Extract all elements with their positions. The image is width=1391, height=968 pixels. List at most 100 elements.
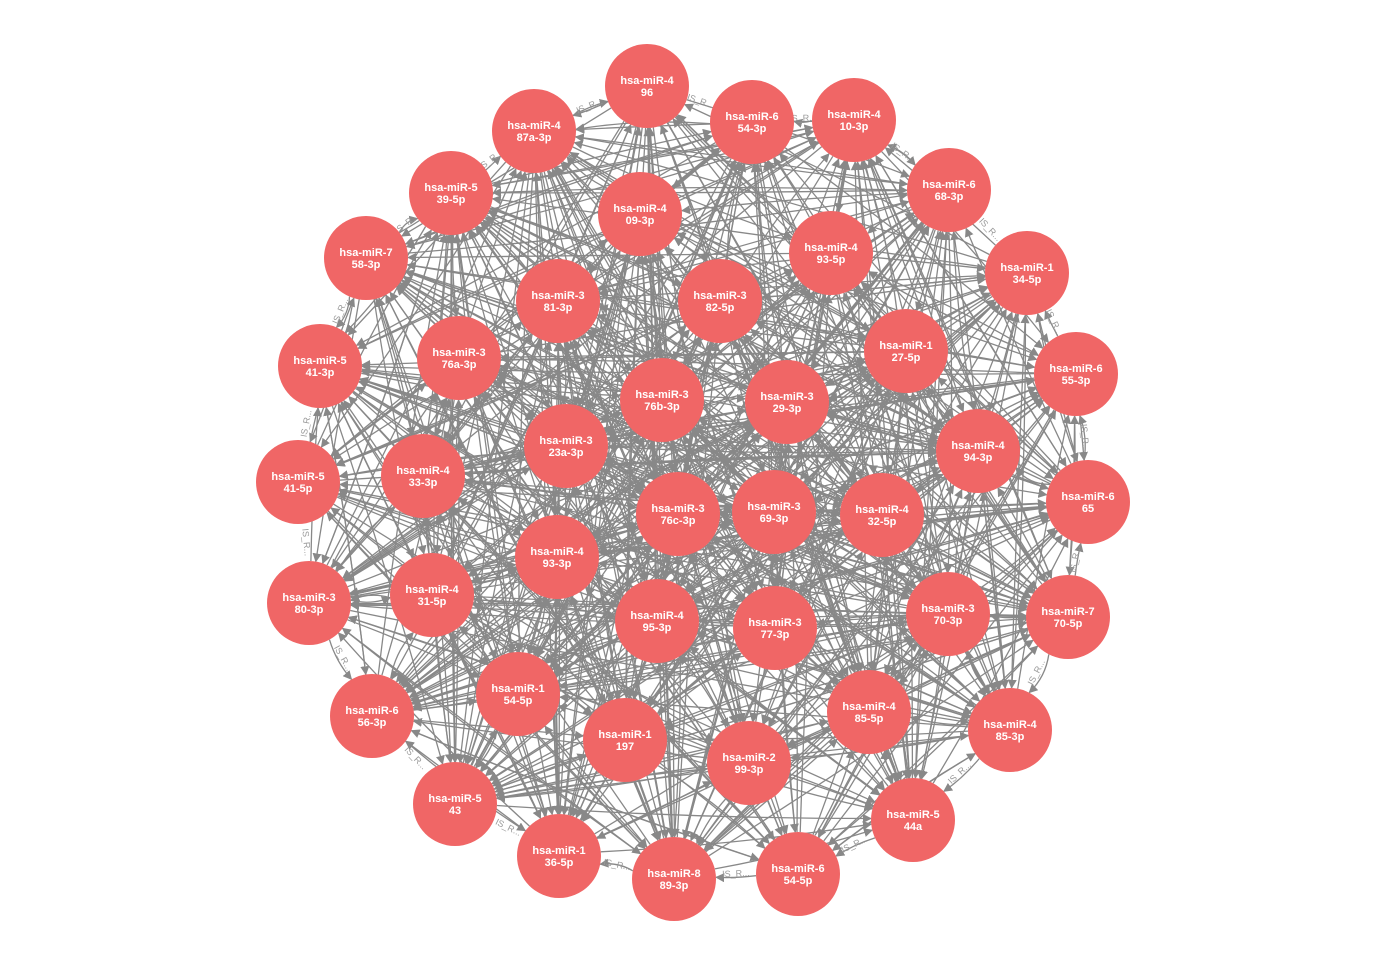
node-circle[interactable] [632, 837, 716, 921]
node-circle[interactable] [936, 409, 1020, 493]
node-circle[interactable] [789, 211, 873, 295]
node-circle[interactable] [517, 814, 601, 898]
node-n543[interactable]: hsa-miR-543 [413, 762, 497, 846]
edge-n3703-n1275 [909, 391, 943, 573]
node-n4325[interactable]: hsa-miR-432-5p [840, 473, 924, 557]
node-circle[interactable] [733, 586, 817, 670]
node-circle[interactable] [583, 698, 667, 782]
node-n3813[interactable]: hsa-miR-381-3p [516, 259, 600, 343]
node-circle[interactable] [476, 652, 560, 736]
node-circle[interactable] [598, 172, 682, 256]
node-n1545[interactable]: hsa-miR-154-5p [476, 652, 560, 736]
node-circle[interactable] [1046, 460, 1130, 544]
node-circle[interactable] [492, 89, 576, 173]
node-circle[interactable] [256, 440, 340, 524]
node-n1275[interactable]: hsa-miR-127-5p [864, 309, 948, 393]
node-n5415[interactable]: hsa-miR-541-5p [256, 440, 340, 524]
node-n3693[interactable]: hsa-miR-369-3p [732, 470, 816, 554]
node-n6545[interactable]: hsa-miR-654-5p [756, 832, 840, 916]
node-circle[interactable] [985, 231, 1069, 315]
node-circle[interactable] [620, 358, 704, 442]
node-n6683[interactable]: hsa-miR-668-3p [907, 148, 991, 232]
node-label-line1: hsa-miR-8 [647, 868, 700, 880]
node-circle[interactable] [907, 148, 991, 232]
node-circle[interactable] [381, 434, 465, 518]
node-circle[interactable] [1034, 332, 1118, 416]
node-n4853[interactable]: hsa-miR-485-3p [968, 688, 1052, 772]
node-circle[interactable] [413, 762, 497, 846]
node-n6563[interactable]: hsa-miR-656-3p [330, 674, 414, 758]
node-n4953[interactable]: hsa-miR-495-3p [615, 579, 699, 663]
node-circle[interactable] [756, 832, 840, 916]
node-circle[interactable] [812, 78, 896, 162]
node-n3773[interactable]: hsa-miR-377-3p [733, 586, 817, 670]
node-circle[interactable] [417, 316, 501, 400]
node-label-line1: hsa-miR-3 [531, 290, 584, 302]
node-n7583[interactable]: hsa-miR-758-3p [324, 216, 408, 300]
node-n3293[interactable]: hsa-miR-329-3p [745, 360, 829, 444]
node-n4943[interactable]: hsa-miR-494-3p [936, 409, 1020, 493]
node-n6553[interactable]: hsa-miR-655-3p [1034, 332, 1118, 416]
node-circle[interactable] [906, 572, 990, 656]
node-circle[interactable] [840, 473, 924, 557]
node-circle[interactable] [615, 579, 699, 663]
node-n5395[interactable]: hsa-miR-539-5p [409, 151, 493, 235]
node-circle[interactable] [636, 472, 720, 556]
node-n4333[interactable]: hsa-miR-433-3p [381, 434, 465, 518]
node-n1365[interactable]: hsa-miR-136-5p [517, 814, 601, 898]
node-n3703[interactable]: hsa-miR-370-3p [906, 572, 990, 656]
node-circle[interactable] [707, 721, 791, 805]
node-circle[interactable] [330, 674, 414, 758]
node-n3803[interactable]: hsa-miR-380-3p [267, 561, 351, 645]
node-n3825[interactable]: hsa-miR-382-5p [678, 259, 762, 343]
node-circle[interactable] [864, 309, 948, 393]
node-circle[interactable] [827, 670, 911, 754]
node-n5413[interactable]: hsa-miR-541-3p [278, 324, 362, 408]
edge-n323a-n4943 [607, 444, 937, 455]
node-circle[interactable] [710, 80, 794, 164]
node-n2993[interactable]: hsa-miR-299-3p [707, 721, 791, 805]
node-label-line1: hsa-miR-6 [345, 705, 398, 717]
node-circle[interactable] [678, 259, 762, 343]
node-circle[interactable] [324, 216, 408, 300]
node-circle[interactable] [524, 404, 608, 488]
node-n7705[interactable]: hsa-miR-770-5p [1026, 575, 1110, 659]
node-n4093[interactable]: hsa-miR-409-3p [598, 172, 682, 256]
node-circle[interactable] [409, 151, 493, 235]
node-n665[interactable]: hsa-miR-665 [1046, 460, 1130, 544]
node-n1345[interactable]: hsa-miR-134-5p [985, 231, 1069, 315]
node-n6543[interactable]: hsa-miR-654-3p [710, 80, 794, 164]
node-circle[interactable] [515, 515, 599, 599]
node-circle[interactable] [871, 778, 955, 862]
node-n4933[interactable]: hsa-miR-493-3p [515, 515, 599, 599]
node-n496[interactable]: hsa-miR-496 [605, 44, 689, 128]
node-circle[interactable] [278, 324, 362, 408]
node-circle[interactable] [745, 360, 829, 444]
edge-n323a-n376c [601, 467, 643, 493]
node-label-line2: 36-5p [545, 857, 574, 869]
node-circle[interactable] [516, 259, 600, 343]
node-n4103[interactable]: hsa-miR-410-3p [812, 78, 896, 162]
node-n4935[interactable]: hsa-miR-493-5p [789, 211, 873, 295]
edge-n376b-n376a [499, 363, 622, 393]
node-n4855[interactable]: hsa-miR-485-5p [827, 670, 911, 754]
edge-label: IS_R... [575, 96, 604, 115]
node-circle[interactable] [1026, 575, 1110, 659]
node-label-line2: 23a-3p [549, 447, 584, 459]
node-circle[interactable] [732, 470, 816, 554]
node-n8893[interactable]: hsa-miR-889-3p [632, 837, 716, 921]
node-n4315[interactable]: hsa-miR-431-5p [390, 553, 474, 637]
node-circle[interactable] [267, 561, 351, 645]
node-circle[interactable] [390, 553, 474, 637]
node-label-line1: hsa-miR-5 [271, 471, 324, 483]
node-circle[interactable] [605, 44, 689, 128]
node-label-line1: hsa-miR-1 [532, 845, 585, 857]
node-circle[interactable] [968, 688, 1052, 772]
